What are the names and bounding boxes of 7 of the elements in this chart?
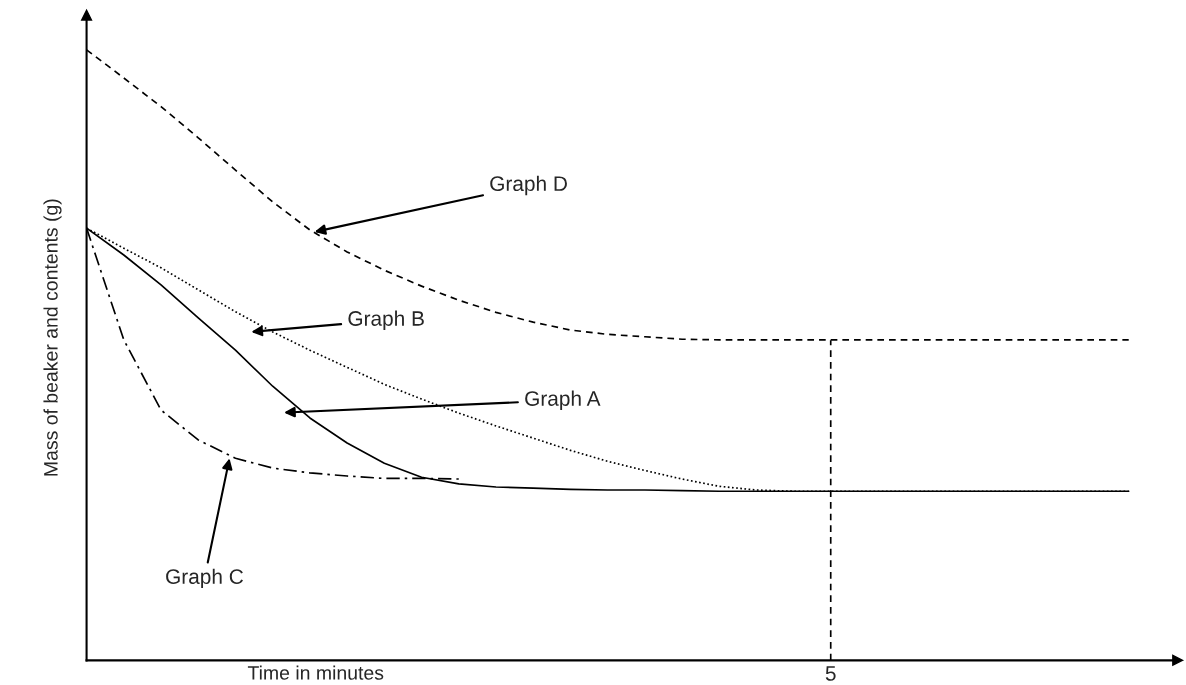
annotation: Graph B xyxy=(348,310,424,330)
annotation: Graph C xyxy=(166,568,243,589)
annotation: Graph A xyxy=(525,390,601,411)
annotation: Graph D xyxy=(490,175,567,196)
text: 5 xyxy=(825,666,836,681)
y-axis-title: Mass of beaker and contents (g) xyxy=(43,199,62,476)
x-axis-title: Time in minutes xyxy=(247,665,384,680)
